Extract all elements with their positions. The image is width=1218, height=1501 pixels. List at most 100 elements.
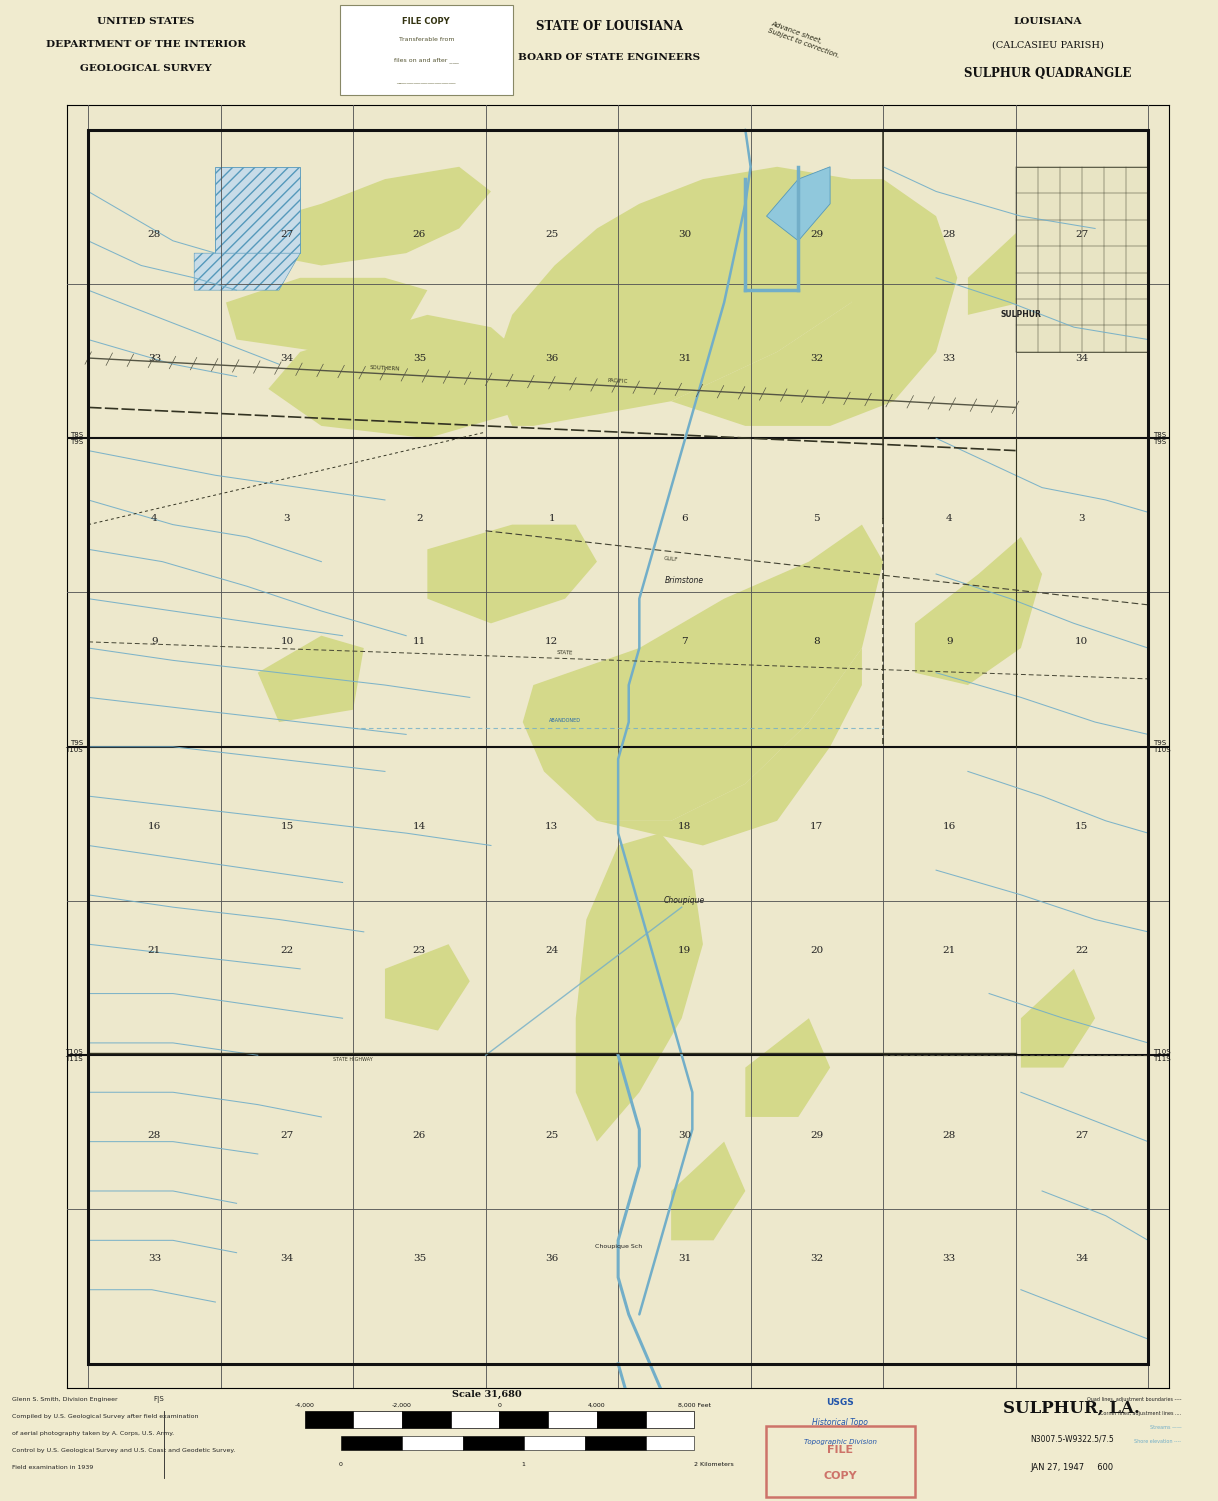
Bar <box>451 1411 499 1427</box>
Text: 27: 27 <box>280 1130 294 1139</box>
Polygon shape <box>1021 968 1095 1067</box>
Text: 23: 23 <box>413 946 426 955</box>
Bar <box>524 1436 585 1450</box>
Text: 27: 27 <box>280 230 294 239</box>
Text: 35: 35 <box>413 354 426 363</box>
Text: Historical Topo: Historical Topo <box>812 1418 868 1426</box>
Text: Shore elevation ----: Shore elevation ---- <box>1134 1439 1181 1444</box>
Text: 13: 13 <box>546 823 559 832</box>
Text: 12: 12 <box>546 638 559 647</box>
Text: 31: 31 <box>677 354 691 363</box>
Polygon shape <box>671 179 957 426</box>
Bar <box>402 1411 451 1427</box>
Text: GEOLOGICAL SURVEY: GEOLOGICAL SURVEY <box>80 65 212 72</box>
Text: STATE OF LOUISIANA: STATE OF LOUISIANA <box>536 20 682 33</box>
Bar <box>402 1436 463 1450</box>
Polygon shape <box>268 315 533 438</box>
Text: Field examination in 1939: Field examination in 1939 <box>12 1465 94 1469</box>
Text: 30: 30 <box>677 230 691 239</box>
Text: Topographic Division: Topographic Division <box>804 1439 877 1445</box>
Text: 22: 22 <box>1075 946 1089 955</box>
Polygon shape <box>968 228 1043 315</box>
Text: 28: 28 <box>943 230 956 239</box>
Polygon shape <box>915 537 1043 684</box>
Text: Glenn S. Smith, Division Engineer: Glenn S. Smith, Division Engineer <box>12 1397 118 1402</box>
Text: 9: 9 <box>946 638 952 647</box>
Text: 17: 17 <box>810 823 823 832</box>
Polygon shape <box>523 525 883 821</box>
Text: 2: 2 <box>417 513 423 522</box>
Bar <box>216 167 300 254</box>
Text: SULPHUR QUADRANGLE: SULPHUR QUADRANGLE <box>963 68 1132 80</box>
Text: 11: 11 <box>413 638 426 647</box>
FancyBboxPatch shape <box>340 5 513 95</box>
Text: 3: 3 <box>1078 513 1085 522</box>
Text: 7: 7 <box>681 638 688 647</box>
Text: LOUISIANA: LOUISIANA <box>1013 17 1082 26</box>
Text: UNITED STATES: UNITED STATES <box>97 17 195 26</box>
Text: -4,000: -4,000 <box>295 1403 314 1408</box>
Polygon shape <box>227 278 428 351</box>
Text: SOUTHERN: SOUTHERN <box>369 365 401 371</box>
Text: 28: 28 <box>147 230 161 239</box>
Text: 16: 16 <box>147 823 161 832</box>
Bar <box>304 1411 353 1427</box>
Text: BOARD OF STATE ENGINEERS: BOARD OF STATE ENGINEERS <box>518 54 700 62</box>
Bar <box>548 1411 597 1427</box>
Polygon shape <box>194 254 300 290</box>
Text: 20: 20 <box>810 946 823 955</box>
Text: 8,000 Feet: 8,000 Feet <box>677 1403 711 1408</box>
Text: 21: 21 <box>147 946 161 955</box>
Text: Choupique Sch: Choupique Sch <box>594 1244 642 1249</box>
Text: Advance sheet,
Subject to correction.: Advance sheet, Subject to correction. <box>767 20 843 59</box>
Polygon shape <box>385 944 470 1031</box>
Text: 26: 26 <box>413 230 426 239</box>
Text: 1: 1 <box>521 1462 526 1466</box>
Polygon shape <box>428 525 597 623</box>
Bar <box>646 1411 694 1427</box>
Text: 36: 36 <box>546 1255 559 1264</box>
Text: N3007.5-W9322.5/7.5: N3007.5-W9322.5/7.5 <box>1030 1435 1113 1444</box>
Text: Brimstone: Brimstone <box>665 576 704 585</box>
Text: 36: 36 <box>546 354 559 363</box>
Polygon shape <box>745 1018 831 1117</box>
Bar <box>499 1411 548 1427</box>
Text: 28: 28 <box>943 1130 956 1139</box>
Text: T8S
T9S: T8S T9S <box>69 432 83 444</box>
Bar <box>646 1436 694 1450</box>
Text: 22: 22 <box>280 946 294 955</box>
Text: 29: 29 <box>810 230 823 239</box>
Bar <box>463 1436 524 1450</box>
Polygon shape <box>766 167 831 240</box>
Polygon shape <box>236 167 491 266</box>
Polygon shape <box>619 327 703 389</box>
Polygon shape <box>491 167 883 426</box>
Text: T8S
T9S: T8S T9S <box>1153 432 1167 444</box>
Text: 4: 4 <box>151 513 158 522</box>
Text: Quad lines, adjustment boundaries ----: Quad lines, adjustment boundaries ---- <box>1086 1397 1181 1402</box>
Text: 24: 24 <box>546 946 559 955</box>
Text: 14: 14 <box>413 823 426 832</box>
Text: FILE COPY: FILE COPY <box>402 17 451 26</box>
Text: 34: 34 <box>280 1255 294 1264</box>
Text: 8: 8 <box>814 638 820 647</box>
Text: 4,000: 4,000 <box>588 1403 605 1408</box>
Text: SULPHUR, LA.: SULPHUR, LA. <box>1004 1399 1140 1417</box>
Polygon shape <box>258 636 364 722</box>
Text: -2,000: -2,000 <box>392 1403 412 1408</box>
Polygon shape <box>576 833 703 1142</box>
Text: 18: 18 <box>677 823 691 832</box>
Text: 29: 29 <box>810 1130 823 1139</box>
Text: GULF: GULF <box>664 557 678 563</box>
Bar <box>585 1436 646 1450</box>
Text: 5: 5 <box>814 513 820 522</box>
Text: 27: 27 <box>1075 1130 1089 1139</box>
Text: 6: 6 <box>681 513 688 522</box>
Text: STATE HIGHWAY: STATE HIGHWAY <box>334 1057 373 1063</box>
Bar <box>353 1411 402 1427</box>
Text: Scale 31,680: Scale 31,680 <box>452 1390 523 1399</box>
Text: 16: 16 <box>943 823 956 832</box>
Text: 10: 10 <box>1075 638 1089 647</box>
Text: 19: 19 <box>677 946 691 955</box>
Text: files on and after ___: files on and after ___ <box>393 57 459 63</box>
